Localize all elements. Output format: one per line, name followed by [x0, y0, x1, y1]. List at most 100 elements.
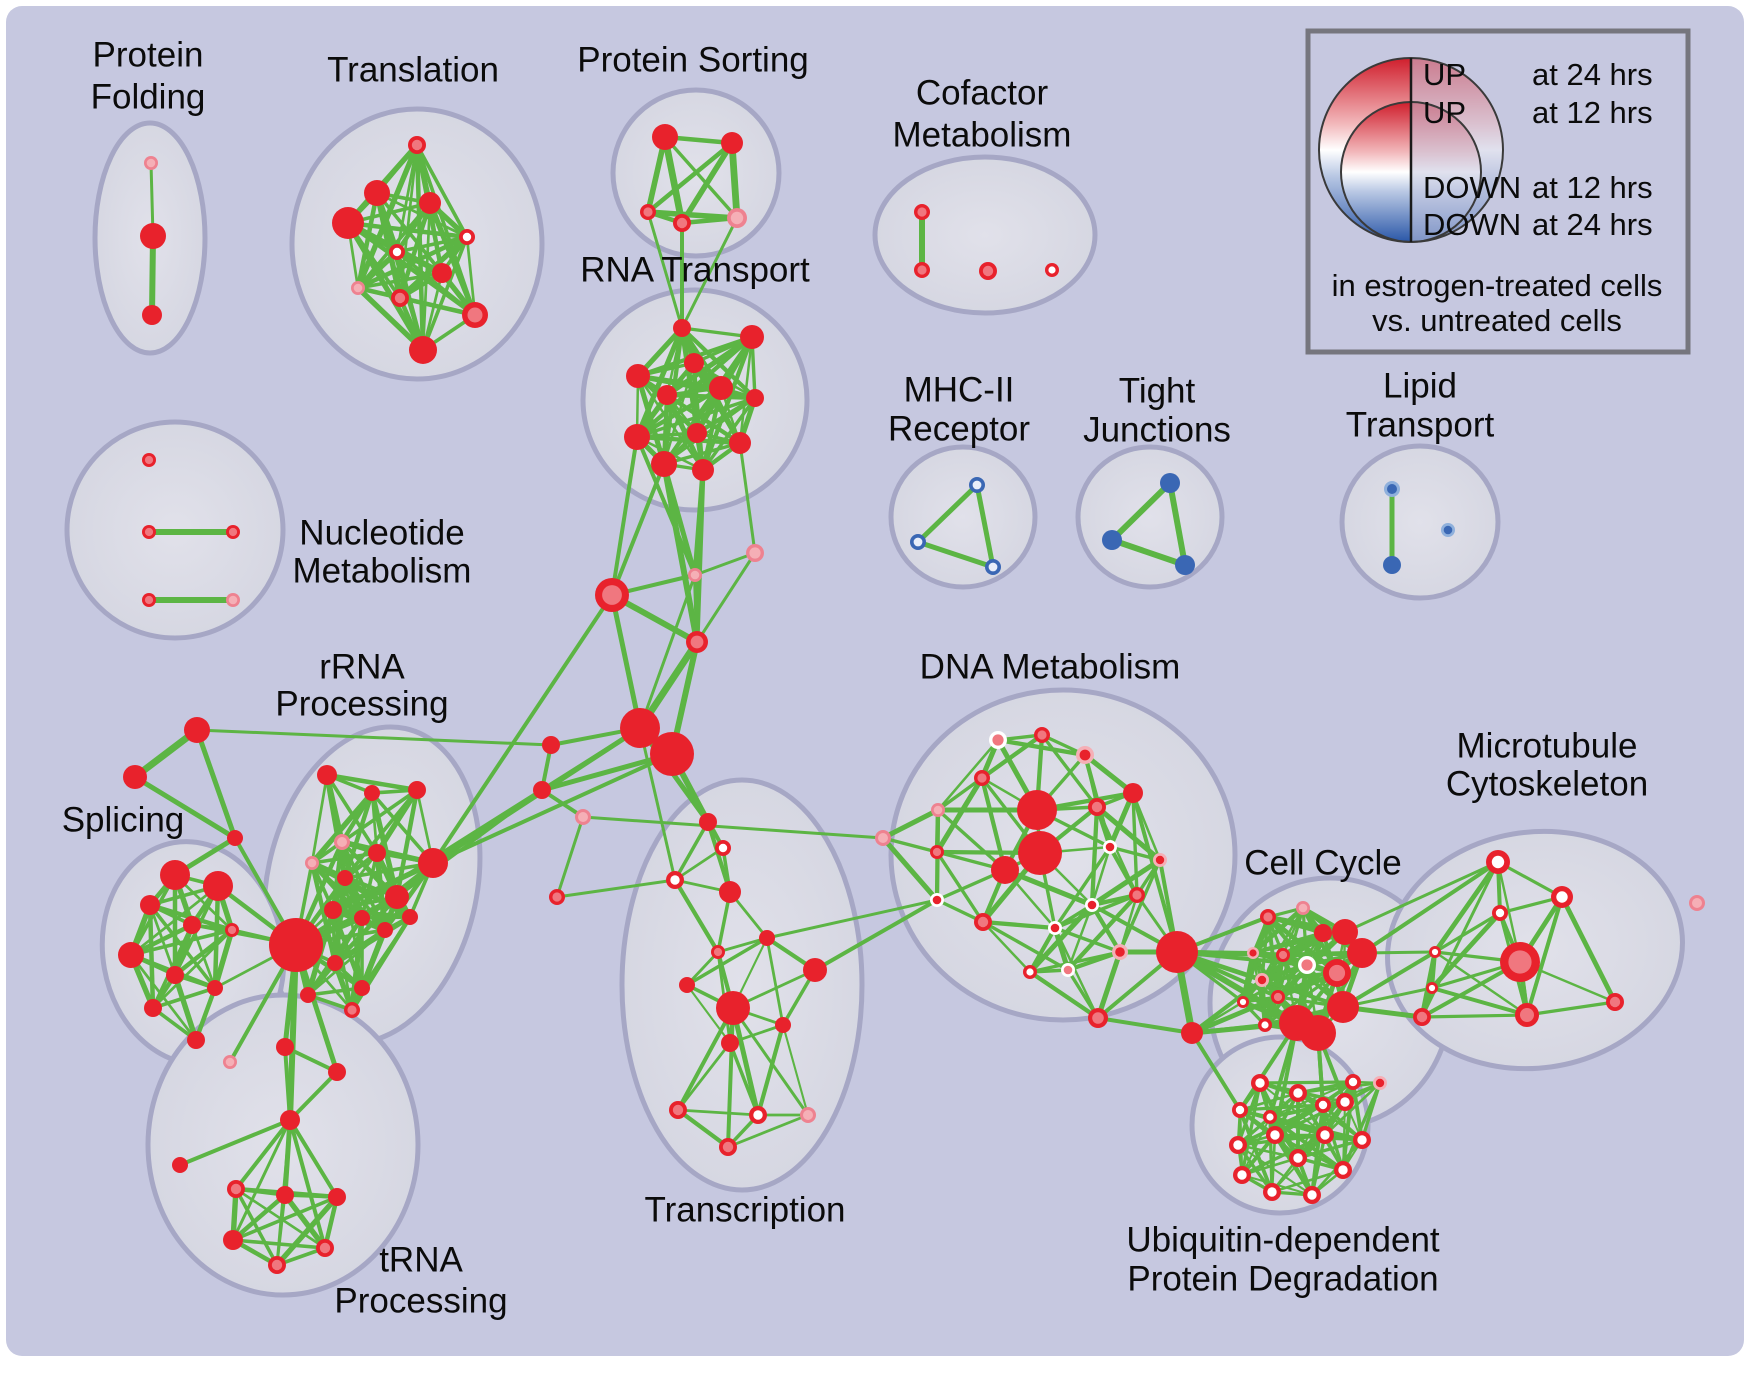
network-edge — [646, 210, 684, 330]
network-node — [914, 204, 930, 220]
network-node — [1160, 473, 1180, 493]
network-node — [276, 1038, 294, 1056]
network-node — [1123, 783, 1143, 803]
network-node — [721, 132, 743, 154]
edge-dna-metabolism — [1065, 892, 1140, 973]
network-node — [332, 207, 364, 239]
network-node — [979, 262, 997, 280]
network-node — [172, 1157, 188, 1173]
edge-translation — [395, 235, 469, 254]
network-node — [910, 534, 926, 550]
network-node — [269, 918, 323, 972]
network-node — [729, 432, 751, 454]
network-edge — [676, 1006, 735, 1112]
edge-dna-metabolism — [1053, 845, 1112, 930]
network-node — [1233, 1166, 1251, 1184]
cluster-label-protein-folding: Folding — [91, 77, 206, 116]
network-edge — [1343, 860, 1500, 934]
network-edge — [288, 1070, 339, 1122]
edge-rrna-processing — [310, 851, 379, 865]
edge-ubiquitin — [1323, 1081, 1382, 1137]
edge-transcription — [716, 936, 769, 954]
legend-direction-label: DOWN — [1423, 170, 1521, 205]
network-node — [344, 1002, 360, 1018]
edge-dna-metabolism — [1027, 925, 1058, 975]
network-edge — [661, 461, 700, 645]
network-node — [142, 525, 156, 539]
network-node — [351, 281, 365, 295]
network-edge — [283, 1045, 292, 1122]
network-node — [226, 525, 240, 539]
legend-time-label: at 24 hrs — [1532, 207, 1653, 242]
network-node — [715, 840, 731, 856]
network-edge — [680, 216, 739, 330]
network-node — [1260, 909, 1276, 925]
cluster-label-rrna-processing: Processing — [275, 684, 448, 723]
network-node — [140, 895, 160, 915]
edge-translation — [465, 235, 477, 317]
network-edge — [813, 898, 939, 972]
network-edge — [1273, 1021, 1299, 1137]
edge-transcription — [705, 819, 733, 895]
network-node — [1345, 1074, 1361, 1090]
network-node — [166, 966, 184, 984]
edge-rna-transport — [662, 441, 742, 466]
network-node — [1076, 746, 1094, 764]
network-node — [276, 1186, 294, 1204]
edge-rrna-processing — [306, 928, 387, 997]
network-node — [969, 477, 985, 493]
network-node — [575, 809, 591, 825]
edge-rrna-processing — [324, 772, 420, 793]
network-node — [1229, 1136, 1247, 1154]
edge-protein-sorting — [663, 135, 739, 220]
edge-microtubule — [1430, 986, 1529, 1017]
edge-dna-metabolism — [1002, 867, 1095, 908]
network-node — [334, 834, 350, 850]
network-node — [1296, 901, 1310, 915]
network-edge — [1174, 949, 1300, 1026]
edge-cell-cycle — [1190, 978, 1264, 1035]
network-edge — [1525, 895, 1564, 1017]
network-node — [651, 451, 677, 477]
edge-transcription — [781, 1023, 810, 1117]
edge-dna-metabolism — [980, 919, 1058, 931]
network-node — [1156, 931, 1198, 973]
legend-time-label: at 12 hrs — [1532, 170, 1653, 205]
network-node — [686, 631, 708, 653]
network-edge — [915, 482, 980, 545]
network-edge — [1109, 480, 1173, 543]
cluster-label-rna-transport: RNA Transport — [580, 250, 810, 289]
edge-ubiquitin — [1241, 1116, 1271, 1176]
network-edge — [555, 878, 677, 899]
network-node — [1061, 963, 1075, 977]
network-edge — [395, 788, 544, 899]
network-node — [989, 731, 1007, 749]
network-node — [1129, 887, 1145, 903]
edge-rrna-processing — [309, 860, 338, 966]
network-node — [1088, 798, 1106, 816]
network-node — [328, 1188, 346, 1206]
network-node — [337, 870, 353, 886]
network-node — [1332, 919, 1358, 945]
network-node — [377, 922, 393, 938]
edge-dna-metabolism — [1053, 926, 1122, 954]
edge-splicing — [151, 986, 217, 1010]
edge-transcription — [673, 846, 725, 882]
cluster-ellipse-tight-junctions — [1075, 444, 1225, 590]
network-edge — [194, 727, 238, 841]
network-node — [227, 830, 243, 846]
network-node — [327, 955, 343, 971]
edge-dna-metabolism — [981, 920, 1032, 974]
cluster-label-cell-cycle: Cell Cycle — [1244, 843, 1402, 882]
edge-rrna-processing — [310, 773, 329, 865]
network-node — [368, 844, 386, 862]
cluster-label-nucleotide-metabolism: Metabolism — [293, 551, 472, 590]
cluster-label-translation: Translation — [327, 50, 499, 89]
edge-dna-metabolism — [1053, 926, 1100, 1020]
cluster-label-lipid-transport: Transport — [1346, 405, 1495, 444]
edge-splicing — [172, 972, 199, 1043]
network-edge — [726, 1006, 735, 1149]
network-node — [533, 781, 551, 799]
network-node — [775, 1017, 791, 1033]
network-node — [1263, 1183, 1281, 1201]
